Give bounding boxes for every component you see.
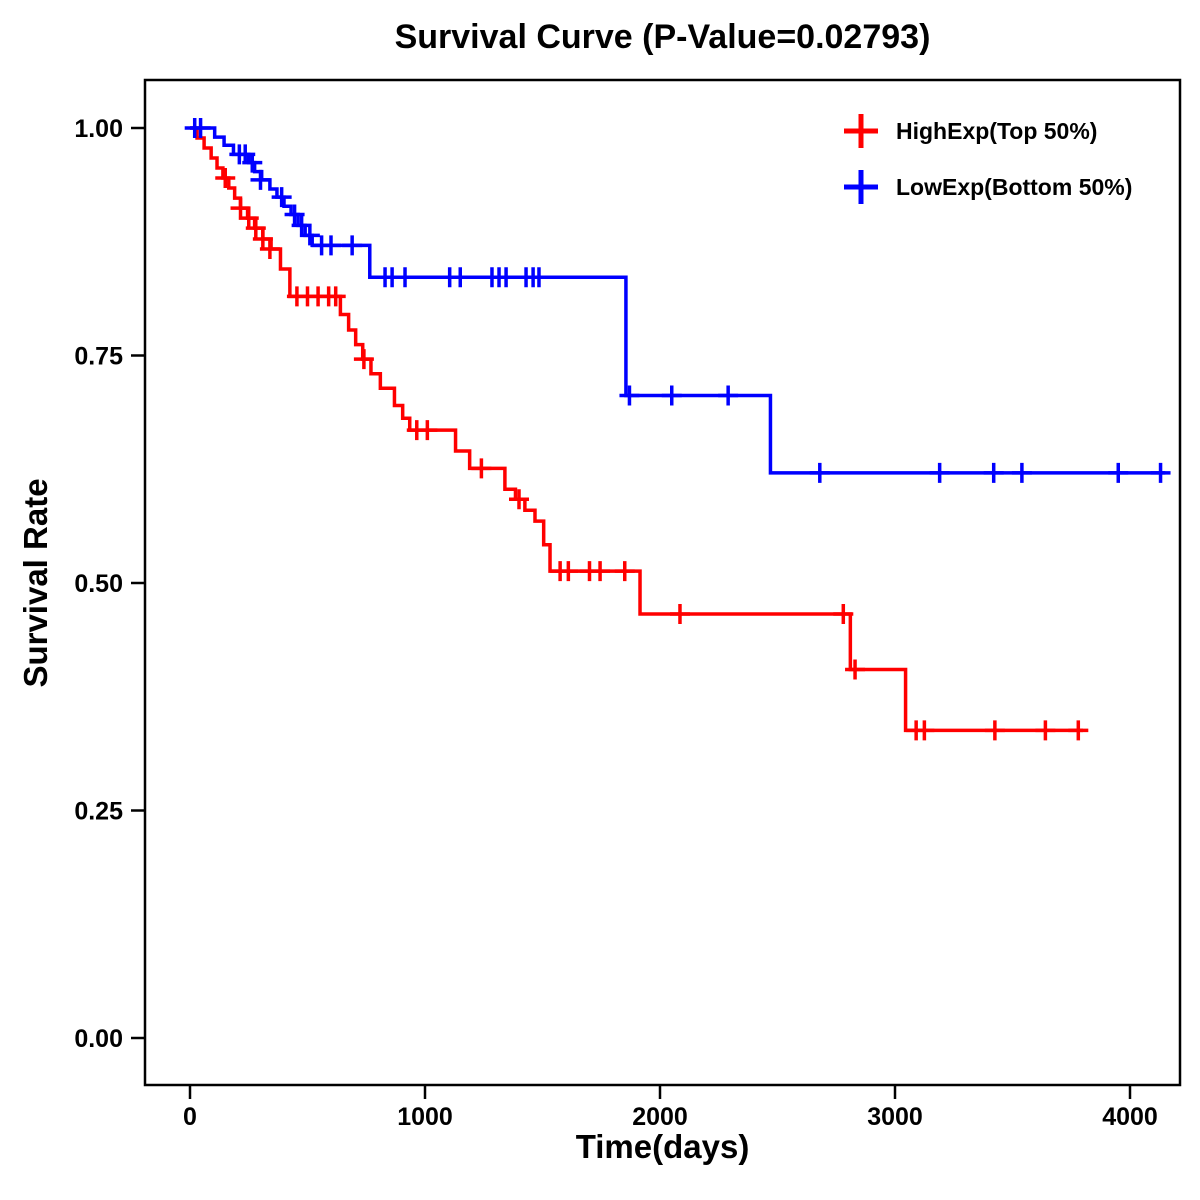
legend-label-highexp: HighExp(Top 50%) [896, 117, 1098, 144]
x-tick-label: 4000 [1102, 1103, 1158, 1131]
legend-label-lowexp: LowExp(Bottom 50%) [896, 173, 1133, 200]
lowexp-plus-icon [844, 170, 878, 204]
y-tick-label: 0.50 [74, 570, 123, 598]
x-tick-label: 0 [183, 1103, 197, 1131]
legend-item-highexp: HighExp(Top 50%) [842, 112, 1132, 150]
legend: HighExp(Top 50%) LowExp(Bottom 50%) [842, 112, 1132, 206]
highexp-plus-icon [844, 114, 878, 148]
legend-item-lowexp: LowExp(Bottom 50%) [842, 168, 1132, 206]
x-tick-label: 2000 [632, 1103, 688, 1131]
y-tick-label: 0.75 [74, 343, 123, 371]
y-tick-label: 0.25 [74, 798, 123, 826]
chart-title: Survival Curve (P-Value=0.02793) [394, 18, 931, 56]
censor-marks-lowexp [184, 118, 1171, 483]
x-tick-label: 3000 [867, 1103, 923, 1131]
y-tick-label: 0.00 [74, 1025, 123, 1053]
censor-marks-highexp [215, 168, 1089, 741]
y-tick-label: 1.00 [74, 115, 123, 143]
x-axis-title: Time(days) [575, 1128, 750, 1165]
x-tick-label: 1000 [397, 1103, 453, 1131]
survival-curve-highexp [190, 126, 1083, 733]
